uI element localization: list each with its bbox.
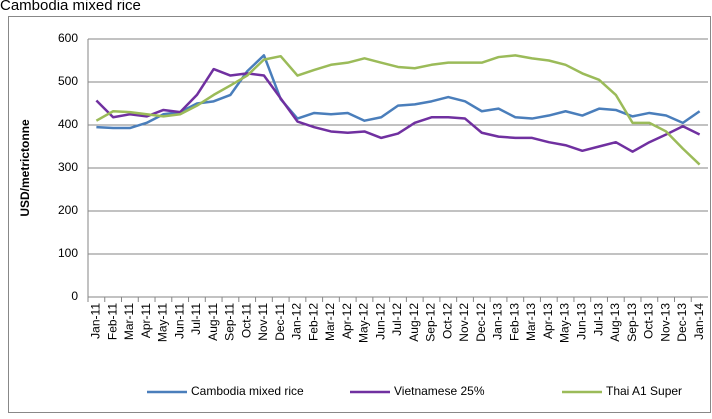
x-tick-label: Feb-11 (105, 303, 119, 340)
x-tick-label: Jan-12 (290, 303, 304, 340)
x-tick-label: Jul-13 (591, 303, 605, 336)
legend-label: Thai A1 Super (606, 384, 682, 398)
x-tick-label: Mar-11 (122, 303, 136, 340)
x-tick-label: Aug-12 (407, 303, 421, 342)
y-axis-label: USD/metrictonne (18, 119, 32, 217)
x-tick-label: May-12 (357, 303, 371, 343)
x-tick-label: Oct-13 (642, 303, 656, 339)
legend-label: Vietnamese 25% (394, 384, 485, 398)
x-tick-label: Nov-12 (457, 303, 471, 342)
x-tick-label: Jun-12 (373, 303, 387, 340)
x-tick-label: Nov-11 (256, 303, 270, 341)
x-tick-label: Mar-12 (323, 303, 337, 341)
x-tick-label: Jul-12 (390, 303, 404, 336)
x-tick-label: Apr-11 (139, 303, 153, 338)
x-tick-label: Dec-13 (675, 303, 689, 342)
x-tick-label: Dec-11 (273, 303, 287, 341)
x-tick-label: Jul-11 (189, 303, 203, 335)
x-tick-label: Aug-13 (608, 303, 622, 342)
x-tick-label: Jun-13 (574, 303, 588, 340)
data-line (95, 54, 701, 166)
x-tick-label: Jan-14 (692, 303, 706, 340)
x-tick-label: Sep-11 (223, 303, 237, 341)
x-tick-label: May-13 (558, 303, 572, 343)
y-tick-label: 200 (58, 203, 78, 217)
x-tick-label: Feb-12 (306, 303, 320, 341)
x-tick-label: Apr-12 (340, 303, 354, 339)
x-tick-label: May-11 (156, 303, 170, 342)
x-tick-label: Apr-13 (541, 303, 555, 339)
y-tick-label: 600 (58, 31, 78, 45)
chart-title: Cambodia mixed rice (0, 0, 141, 14)
y-tick-label: 300 (58, 160, 78, 174)
legend-label: Cambodia mixed rice (191, 384, 304, 398)
y-tick-label: 0 (71, 289, 78, 303)
x-tick-label: Sep-12 (424, 303, 438, 342)
x-tick-label: Feb-13 (507, 303, 521, 341)
data-line (95, 67, 701, 153)
x-tick-label: Jan-11 (89, 303, 103, 339)
x-tick-label: Mar-13 (524, 303, 538, 341)
x-tick-label: Oct-12 (440, 303, 454, 339)
y-tick-label: 400 (58, 117, 78, 131)
x-tick-label: Oct-11 (239, 303, 253, 338)
data-line (96, 54, 701, 130)
x-tick-label: Sep-13 (625, 303, 639, 342)
x-tick-label: Jan-13 (491, 303, 505, 340)
x-tick-label: Aug-11 (206, 303, 220, 341)
x-tick-label: Dec-12 (474, 303, 488, 342)
y-tick-label: 500 (58, 74, 78, 88)
x-tick-label: Jun-11 (172, 303, 186, 339)
y-tick-label: 100 (58, 246, 78, 260)
chart-frame (8, 16, 711, 413)
x-tick-label: Nov-13 (658, 303, 672, 342)
